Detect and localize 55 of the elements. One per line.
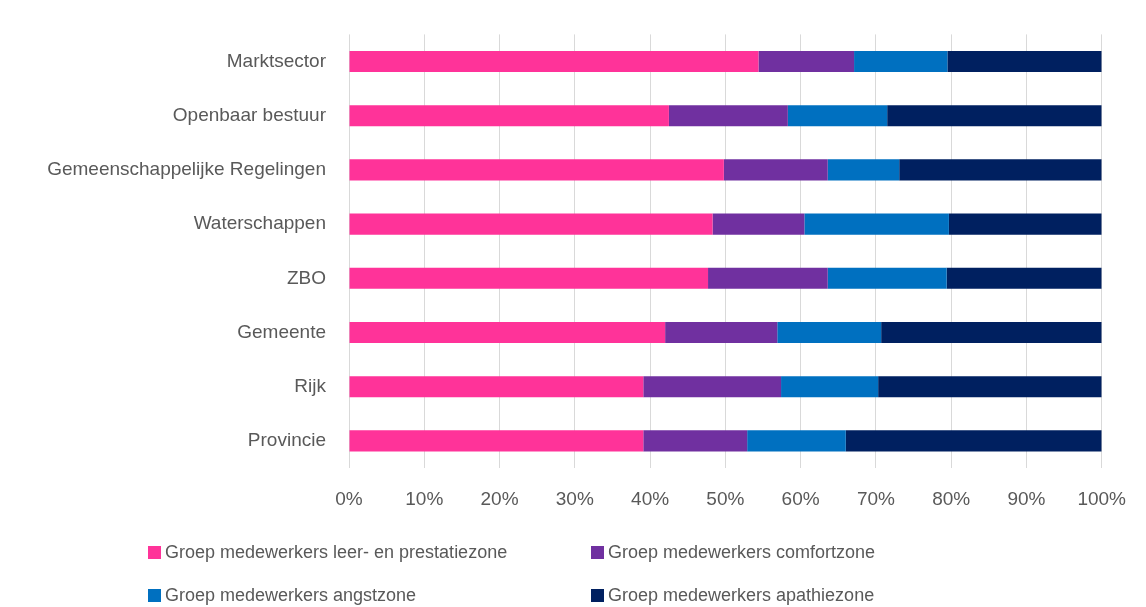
bar xyxy=(349,50,759,73)
bar xyxy=(881,321,1102,344)
bar xyxy=(668,105,788,127)
bar xyxy=(777,321,882,344)
y-tick-label: Waterschappen xyxy=(193,212,326,234)
bar xyxy=(349,267,709,289)
bar xyxy=(946,267,1102,289)
y-tick-label: Openbaar bestuur xyxy=(172,103,327,125)
bar xyxy=(665,321,778,344)
bar xyxy=(643,430,748,452)
bar xyxy=(878,376,1102,398)
x-tick-label: 80% xyxy=(932,487,971,509)
x-tick-label: 50% xyxy=(706,487,745,509)
bar xyxy=(747,430,846,452)
y-tick-label: Rijk xyxy=(294,374,327,396)
bar xyxy=(349,430,644,452)
bar xyxy=(947,50,1102,73)
bar xyxy=(827,159,900,181)
bar xyxy=(708,267,828,289)
x-tick-label: 20% xyxy=(480,487,519,509)
bar xyxy=(712,213,805,235)
x-tick-label: 40% xyxy=(631,487,670,509)
legend-label: Groep medewerkers angstzone xyxy=(165,585,417,605)
y-tick-label: Gemeenschappelijke Regelingen xyxy=(47,158,326,180)
x-tick-label: 30% xyxy=(555,487,594,509)
y-tick-label: ZBO xyxy=(286,266,326,288)
bar xyxy=(787,105,888,127)
bar xyxy=(854,50,948,73)
bar xyxy=(349,376,644,398)
x-tick-label: 70% xyxy=(856,487,896,509)
bar xyxy=(845,430,1102,452)
legend-label: Groep medewerkers comfortzone xyxy=(608,542,876,562)
bar xyxy=(948,213,1102,235)
bar xyxy=(349,213,713,235)
x-tick-label: 90% xyxy=(1007,487,1046,509)
x-tick-label: 60% xyxy=(781,487,820,509)
bar xyxy=(723,159,828,181)
bar xyxy=(827,267,947,289)
bar xyxy=(349,105,669,127)
bar xyxy=(804,213,949,235)
x-tick-label: 0% xyxy=(335,487,363,509)
y-tick-label: Gemeente xyxy=(237,320,326,342)
bar xyxy=(899,159,1102,181)
legend-label: Groep medewerkers leer- en prestatiezone xyxy=(165,542,508,562)
legend-label: Groep medewerkers apathiezone xyxy=(608,585,875,605)
bar xyxy=(349,159,724,181)
bar xyxy=(643,376,782,398)
y-tick-label: Provincie xyxy=(247,429,326,451)
x-tick-label: 100% xyxy=(1077,487,1127,509)
bar xyxy=(781,376,879,398)
bar xyxy=(758,50,855,73)
bar xyxy=(887,105,1102,127)
x-tick-label: 10% xyxy=(405,487,444,509)
bar xyxy=(349,321,666,344)
y-tick-label: Marktsector xyxy=(226,49,327,71)
